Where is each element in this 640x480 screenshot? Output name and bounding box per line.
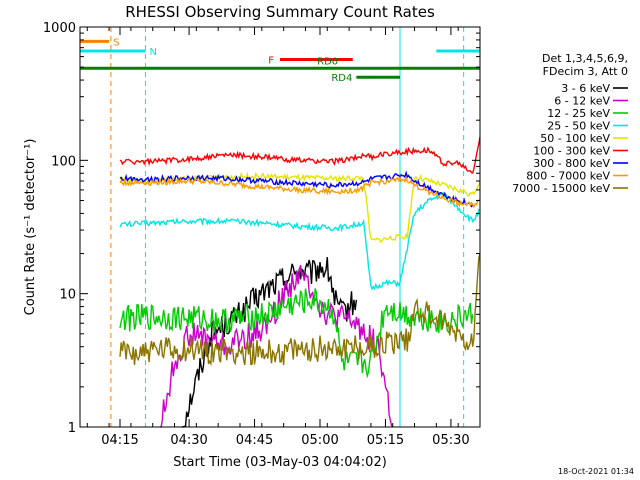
series-line-7000-15000kev	[119, 253, 481, 367]
y-tick-label: 1000	[43, 21, 76, 36]
legend-label: 12 - 25 keV	[547, 107, 610, 120]
x-tick-label: 05:15	[367, 433, 404, 448]
legend-label: 3 - 6 keV	[561, 82, 610, 95]
x-tick-label: 04:15	[101, 433, 138, 448]
annotation-label-f: F	[268, 56, 274, 67]
legend-label: 6 - 12 keV	[554, 95, 610, 108]
plot-frame	[79, 26, 481, 428]
legend-label: 100 - 300 keV	[533, 145, 610, 158]
x-tick-label: 05:00	[301, 433, 338, 448]
annotation-label-rd4: RD4	[331, 73, 352, 84]
series-line-12-25kev	[119, 288, 474, 379]
legend-header: FDecim 3, Att 0	[543, 65, 628, 78]
series-line-3-6kev	[181, 257, 358, 428]
chart-title: RHESSI Observing Summary Count Rates	[125, 3, 435, 21]
y-tick-label: 1	[68, 421, 76, 436]
series-line-25-50kev	[119, 191, 481, 291]
legend-header: Det 1,3,4,5,6,9,	[542, 52, 628, 65]
annotation-label-s: S	[113, 37, 119, 48]
legend-label: 50 - 100 keV	[540, 132, 610, 145]
series-line-6-12kev	[159, 265, 394, 428]
annotation-label-n: N	[149, 47, 156, 58]
series-line-100-300kev	[119, 136, 481, 174]
x-tick-label: 05:30	[432, 433, 469, 448]
x-tick-label: 04:30	[170, 433, 207, 448]
legend-label: 300 - 800 keV	[533, 157, 610, 170]
series-line-300-800kev	[119, 170, 474, 208]
x-tick-label: 04:45	[236, 433, 273, 448]
x-axis-label: Start Time (03-May-03 04:04:02)	[173, 455, 387, 470]
legend-label: 800 - 7000 keV	[526, 170, 610, 183]
series-line-800-7000kev	[119, 174, 481, 209]
timestamp: 18-Oct-2021 01:34	[558, 467, 634, 476]
legend-label: 7000 - 15000 keV	[512, 182, 610, 195]
y-tick-label: 10	[59, 288, 76, 303]
y-axis-label: Count Rate (s⁻¹ detector⁻¹)	[23, 139, 38, 316]
legend-label: 25 - 50 keV	[547, 120, 610, 133]
y-tick-label: 100	[51, 154, 76, 169]
annotation-label-rd0: RD0	[317, 56, 338, 67]
